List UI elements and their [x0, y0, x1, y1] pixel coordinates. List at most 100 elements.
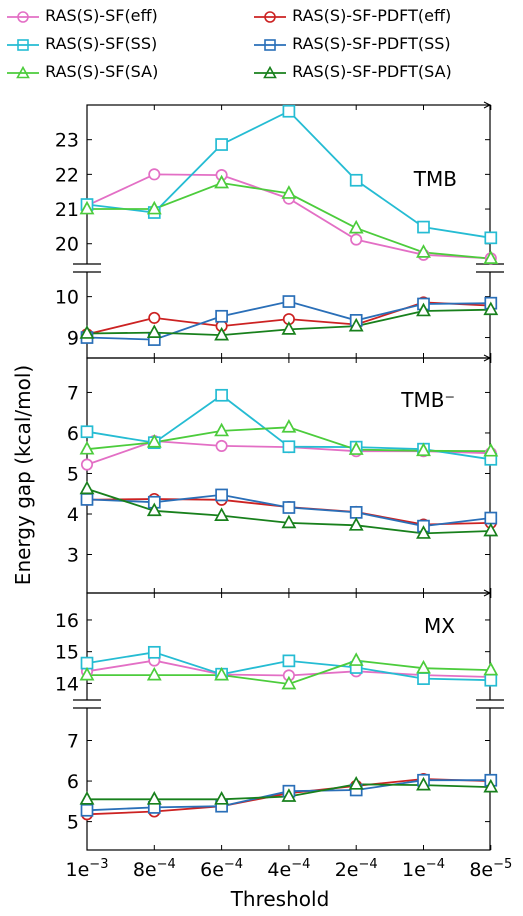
marker-square [349, 173, 363, 187]
y-tick-label: 6 [67, 423, 79, 445]
x-tick-label: 8e−5 [469, 857, 512, 881]
axis-break-gap [73, 700, 101, 708]
marker-square [282, 440, 296, 454]
marker-circle [148, 311, 161, 324]
x-tick-label: 1e−3 [66, 857, 109, 881]
marker-square [282, 654, 296, 668]
marker-triangle [281, 185, 297, 199]
marker-triangle [146, 324, 162, 338]
axis-arrow-icon [483, 354, 492, 362]
marker-square [417, 672, 430, 685]
labels-layer: Energy gap (kcal/mol) Threshold 20 21 22 23… [11, 130, 512, 911]
y-tick-label: 23 [55, 130, 79, 152]
marker-triangle [281, 321, 297, 335]
marker-circle [80, 458, 94, 471]
marker-square [349, 506, 363, 519]
x-tick-label: 2e−4 [335, 857, 378, 881]
marker-triangle [348, 517, 364, 531]
marker-square [282, 295, 296, 308]
marker-triangle [281, 514, 297, 529]
marker-triangle [281, 675, 297, 690]
marker-triangle [146, 791, 162, 805]
legend-marker-circle-icon [7, 10, 39, 23]
axis-arrow-icon [483, 101, 492, 109]
legend-label: RAS(S)-SF(SS) [45, 34, 158, 53]
x-tick-label: 6e−4 [200, 857, 243, 881]
marker-triangle [214, 422, 230, 437]
panel-name: MX [424, 614, 455, 638]
marker-square [80, 803, 94, 817]
marker-triangle [483, 250, 499, 264]
legend-label: RAS(S)-SF(eff) [45, 6, 158, 25]
marker-square [215, 138, 228, 151]
marker-square [417, 220, 430, 234]
marker-circle [350, 233, 363, 246]
marker-square [282, 104, 296, 118]
axis-break-gap [476, 264, 504, 272]
marker-circle [148, 168, 161, 181]
x-tick-label: 1e−4 [402, 857, 445, 881]
marker-circle [215, 439, 228, 452]
marker-triangle [281, 788, 297, 802]
marker-triangle [348, 219, 364, 234]
marker-triangle [146, 502, 162, 517]
legend-label: RAS(S)-SF-PDFT(SA) [292, 62, 452, 81]
y-tick-label: 7 [67, 731, 79, 753]
marker-triangle [483, 442, 499, 457]
marker-triangle [483, 301, 499, 316]
marker-triangle [79, 791, 95, 805]
y-tick-label: 9 [67, 328, 79, 350]
legend-label: RAS(S)-SF-PDFT(SS) [292, 34, 451, 53]
y-tick-label: 7 [67, 382, 79, 404]
marker-triangle [146, 200, 162, 215]
legend-item-sf-ss: RAS(S)-SF(SS) [6, 34, 157, 54]
legend-item-pdft-eff: RAS(S)-SF-PDFT(eff) [253, 6, 451, 26]
y-tick-label: 4 [67, 504, 79, 526]
marker-triangle [483, 778, 499, 793]
y-axis-label: Energy gap (kcal/mol) [11, 365, 35, 585]
legend-item-sf-sa: RAS(S)-SF(SA) [6, 62, 158, 82]
panel-name: TMB [413, 167, 457, 191]
marker-square [80, 425, 94, 439]
marker-square [215, 309, 228, 323]
legend-label: RAS(S)-SF-PDFT(eff) [292, 6, 452, 25]
marker-square [215, 388, 228, 402]
series-layer [79, 104, 499, 821]
marker-triangle [416, 776, 431, 791]
marker-triangle [214, 791, 230, 805]
marker-triangle [214, 666, 230, 681]
y-tick-label: 20 [55, 234, 79, 256]
axis-arrow-icon [483, 589, 492, 597]
marker-square [484, 511, 498, 525]
legend-marker-circle-icon [254, 10, 286, 23]
marker-square [282, 501, 296, 514]
marker-triangle [348, 652, 364, 666]
marker-triangle [214, 507, 230, 521]
x-tick-label: 4e−4 [267, 857, 310, 881]
y-tick-label: 6 [67, 771, 79, 793]
panel-name: TMB⁻ [400, 388, 455, 412]
marker-triangle [483, 522, 499, 537]
marker-triangle [483, 661, 499, 676]
y-tick-label: 22 [55, 164, 79, 186]
marker-triangle [79, 200, 95, 215]
marker-triangle [79, 480, 95, 495]
marker-triangle [79, 666, 95, 681]
x-axis-label: Threshold [230, 887, 330, 911]
panel-frames [73, 101, 504, 851]
marker-triangle [348, 776, 364, 790]
marker-triangle [348, 441, 364, 455]
marker-triangle [416, 442, 431, 457]
marker-square [215, 488, 228, 502]
legend-item-sf-eff: RAS(S)-SF(eff) [6, 6, 158, 26]
y-tick-label: 5 [67, 812, 79, 834]
marker-triangle [146, 666, 162, 681]
marker-square [147, 645, 161, 659]
legend-marker-triangle-icon [254, 65, 286, 78]
marker-triangle [416, 659, 431, 674]
legend-marker-square-icon [7, 38, 39, 51]
y-tick-label: 14 [55, 673, 79, 695]
marker-square [80, 493, 94, 506]
y-tick-label: 16 [55, 610, 79, 632]
